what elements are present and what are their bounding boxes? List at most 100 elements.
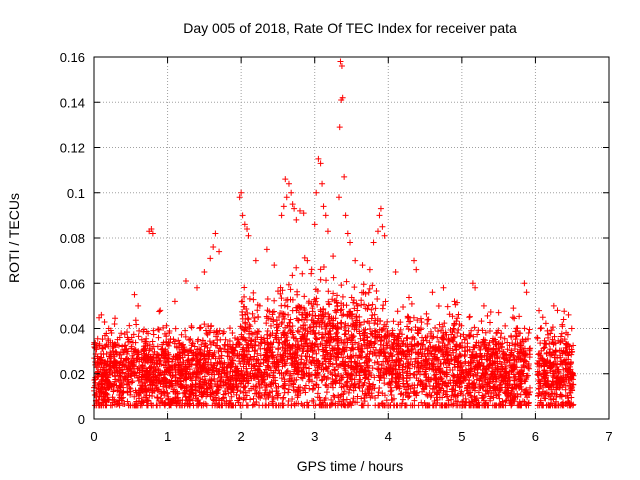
data-point	[424, 320, 431, 327]
data-point	[114, 400, 121, 407]
data-point	[113, 349, 120, 356]
data-point	[522, 387, 529, 394]
data-point	[452, 387, 459, 394]
data-point	[126, 322, 133, 329]
data-point	[182, 368, 189, 375]
data-point	[102, 358, 109, 365]
data-point	[369, 301, 376, 308]
data-point	[154, 387, 161, 394]
data-point	[240, 326, 247, 333]
data-point	[279, 287, 286, 294]
data-point	[99, 366, 106, 373]
data-point	[133, 398, 140, 405]
data-point	[374, 321, 381, 328]
data-point	[440, 284, 447, 291]
data-point	[335, 337, 342, 344]
data-point	[116, 397, 123, 404]
data-point	[193, 395, 200, 402]
data-point	[418, 399, 425, 406]
data-point	[309, 354, 316, 361]
data-point	[361, 332, 368, 339]
data-point	[194, 346, 201, 353]
data-point	[193, 374, 200, 381]
data-point	[384, 342, 391, 349]
data-point	[112, 378, 119, 385]
data-point	[412, 324, 419, 331]
data-point	[322, 330, 329, 337]
data-point	[172, 374, 179, 381]
data-point	[111, 373, 118, 380]
data-point	[124, 355, 131, 362]
data-point	[282, 345, 289, 352]
data-point	[108, 329, 115, 336]
data-point	[289, 201, 296, 208]
data-point	[118, 355, 125, 362]
data-point	[429, 289, 436, 296]
data-point	[485, 363, 492, 370]
data-point	[356, 313, 363, 320]
data-point	[497, 387, 504, 394]
data-point	[182, 327, 189, 334]
data-point	[306, 376, 313, 383]
data-point	[350, 395, 357, 402]
data-point	[317, 276, 324, 283]
data-point	[442, 344, 449, 351]
data-point	[279, 344, 286, 351]
data-point	[251, 318, 258, 325]
data-point	[486, 374, 493, 381]
data-point	[436, 345, 443, 352]
data-point	[267, 340, 274, 347]
data-point	[505, 374, 512, 381]
data-point	[169, 356, 176, 363]
data-point	[144, 376, 151, 383]
data-point	[278, 369, 285, 376]
data-point	[289, 272, 296, 279]
data-point	[383, 397, 390, 404]
data-point	[359, 262, 366, 269]
data-point	[474, 331, 481, 338]
data-point	[311, 221, 318, 228]
data-point	[154, 343, 161, 350]
data-point	[358, 395, 365, 402]
data-point	[239, 212, 246, 219]
data-point	[495, 345, 502, 352]
data-point	[411, 257, 418, 264]
data-point	[241, 284, 248, 291]
data-point	[510, 386, 517, 393]
data-point	[208, 383, 215, 390]
data-point	[448, 352, 455, 359]
data-point	[512, 363, 519, 370]
data-point	[548, 327, 555, 334]
data-point	[381, 335, 388, 342]
data-point	[343, 396, 350, 403]
data-point	[333, 350, 340, 357]
data-point	[288, 189, 295, 196]
data-point	[364, 385, 371, 392]
data-point	[323, 322, 330, 329]
data-point	[487, 395, 494, 402]
data-point	[423, 391, 430, 398]
data-point	[195, 336, 202, 343]
data-point	[522, 358, 529, 365]
data-point	[368, 315, 375, 322]
data-point	[123, 370, 130, 377]
data-point	[248, 361, 255, 368]
data-point	[516, 384, 523, 391]
data-point	[294, 327, 301, 334]
data-point	[453, 378, 460, 385]
data-point	[537, 325, 544, 332]
data-point	[368, 330, 375, 337]
data-point	[405, 326, 412, 333]
data-point	[469, 398, 476, 405]
data-point	[341, 173, 348, 180]
data-point	[408, 350, 415, 357]
data-point	[125, 359, 132, 366]
data-point	[397, 319, 404, 326]
data-point	[277, 290, 284, 297]
data-point	[127, 385, 134, 392]
data-point	[411, 335, 418, 342]
data-point	[321, 397, 328, 404]
data-point	[405, 393, 412, 400]
data-point	[337, 58, 344, 65]
data-point	[325, 288, 332, 295]
